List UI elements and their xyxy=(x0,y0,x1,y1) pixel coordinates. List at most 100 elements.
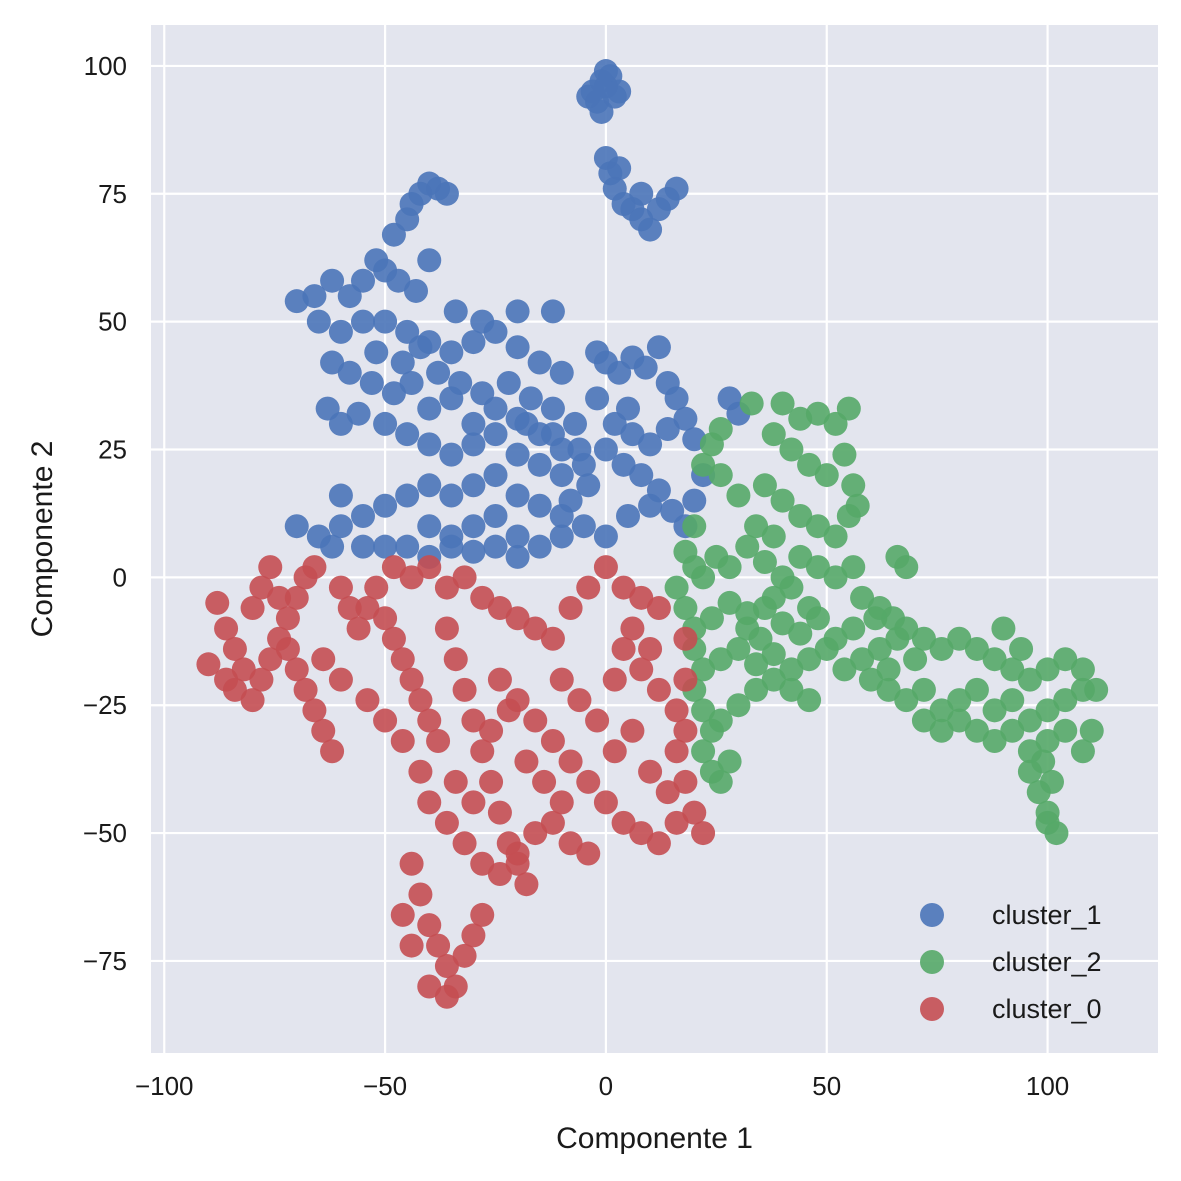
data-point xyxy=(629,585,654,610)
data-point xyxy=(903,647,928,672)
data-point xyxy=(461,330,486,355)
data-point xyxy=(616,503,640,528)
legend-label: cluster_0 xyxy=(992,994,1102,1024)
data-point xyxy=(761,524,786,549)
data-point xyxy=(461,923,486,948)
data-point xyxy=(337,284,362,309)
data-point xyxy=(373,534,398,559)
data-point xyxy=(249,667,274,692)
data-point xyxy=(664,810,689,835)
data-point xyxy=(638,217,663,242)
data-point xyxy=(947,688,972,713)
data-point xyxy=(845,493,870,518)
data-point xyxy=(434,810,459,835)
data-point xyxy=(293,677,318,702)
data-point xyxy=(664,386,689,411)
data-point xyxy=(434,984,459,1009)
data-point xyxy=(964,718,989,743)
data-point xyxy=(320,739,345,764)
data-point xyxy=(284,657,309,682)
data-point xyxy=(399,667,424,692)
data-point xyxy=(894,616,919,641)
data-point xyxy=(611,452,636,477)
data-point xyxy=(381,626,406,651)
data-point xyxy=(302,698,327,723)
data-point xyxy=(726,693,751,718)
data-point xyxy=(620,718,645,743)
data-point xyxy=(894,555,919,580)
data-point xyxy=(616,396,640,421)
data-point xyxy=(982,729,1007,754)
data-point xyxy=(964,636,989,661)
data-point xyxy=(549,524,574,549)
data-point xyxy=(399,851,424,876)
data-point xyxy=(788,503,813,528)
legend-entry: cluster_1 xyxy=(920,900,1102,930)
data-point xyxy=(1000,657,1025,682)
data-point xyxy=(395,422,420,447)
data-point xyxy=(1009,636,1034,661)
data-point xyxy=(470,739,495,764)
x-tick-label: 0 xyxy=(599,1071,613,1101)
data-point xyxy=(682,488,707,513)
data-point xyxy=(841,473,866,498)
data-point xyxy=(505,483,530,508)
data-point xyxy=(222,636,247,661)
data-point xyxy=(982,698,1007,723)
data-point xyxy=(611,636,636,661)
data-point xyxy=(805,514,830,539)
data-point xyxy=(589,99,614,124)
data-point xyxy=(571,452,596,477)
data-point xyxy=(434,181,459,206)
data-point xyxy=(395,483,420,508)
data-point xyxy=(726,483,751,508)
data-point xyxy=(249,575,274,600)
data-point xyxy=(355,596,380,621)
data-point xyxy=(399,933,424,958)
data-point xyxy=(673,667,698,692)
data-point xyxy=(593,524,618,549)
data-point xyxy=(1035,729,1060,754)
data-point xyxy=(638,432,663,457)
data-point xyxy=(947,708,972,733)
data-point xyxy=(620,422,645,447)
x-axis-ticks: −100 −50 0 50 100 xyxy=(135,1071,1069,1101)
data-point xyxy=(850,585,875,610)
data-point xyxy=(496,371,521,396)
data-point xyxy=(351,503,375,528)
data-point xyxy=(576,841,601,866)
data-point xyxy=(505,544,530,569)
data-point xyxy=(452,943,477,968)
data-point xyxy=(417,555,442,580)
data-point xyxy=(1070,657,1095,682)
data-point xyxy=(655,780,680,805)
data-point xyxy=(284,585,309,610)
data-point xyxy=(373,411,398,436)
data-point xyxy=(947,626,972,651)
series-cluster_0 xyxy=(196,555,716,1009)
data-point xyxy=(585,386,610,411)
data-point xyxy=(328,483,353,508)
data-point xyxy=(395,534,420,559)
data-point xyxy=(470,902,495,927)
data-point xyxy=(328,411,353,436)
data-point xyxy=(664,176,689,201)
data-point xyxy=(673,769,698,794)
data-point xyxy=(527,422,552,447)
data-point xyxy=(461,708,486,733)
y-axis-label: Componente 2 xyxy=(26,441,59,638)
data-point xyxy=(929,718,954,743)
data-point xyxy=(302,555,327,580)
data-point xyxy=(523,616,548,641)
data-point xyxy=(832,657,857,682)
data-point xyxy=(593,437,618,462)
data-point xyxy=(770,391,795,416)
data-point xyxy=(726,636,751,661)
data-point xyxy=(483,396,508,421)
data-point xyxy=(417,514,442,539)
data-point xyxy=(761,667,786,692)
data-points xyxy=(196,59,1109,1009)
data-point xyxy=(1040,769,1064,794)
data-point xyxy=(527,452,552,477)
data-point xyxy=(505,406,530,431)
